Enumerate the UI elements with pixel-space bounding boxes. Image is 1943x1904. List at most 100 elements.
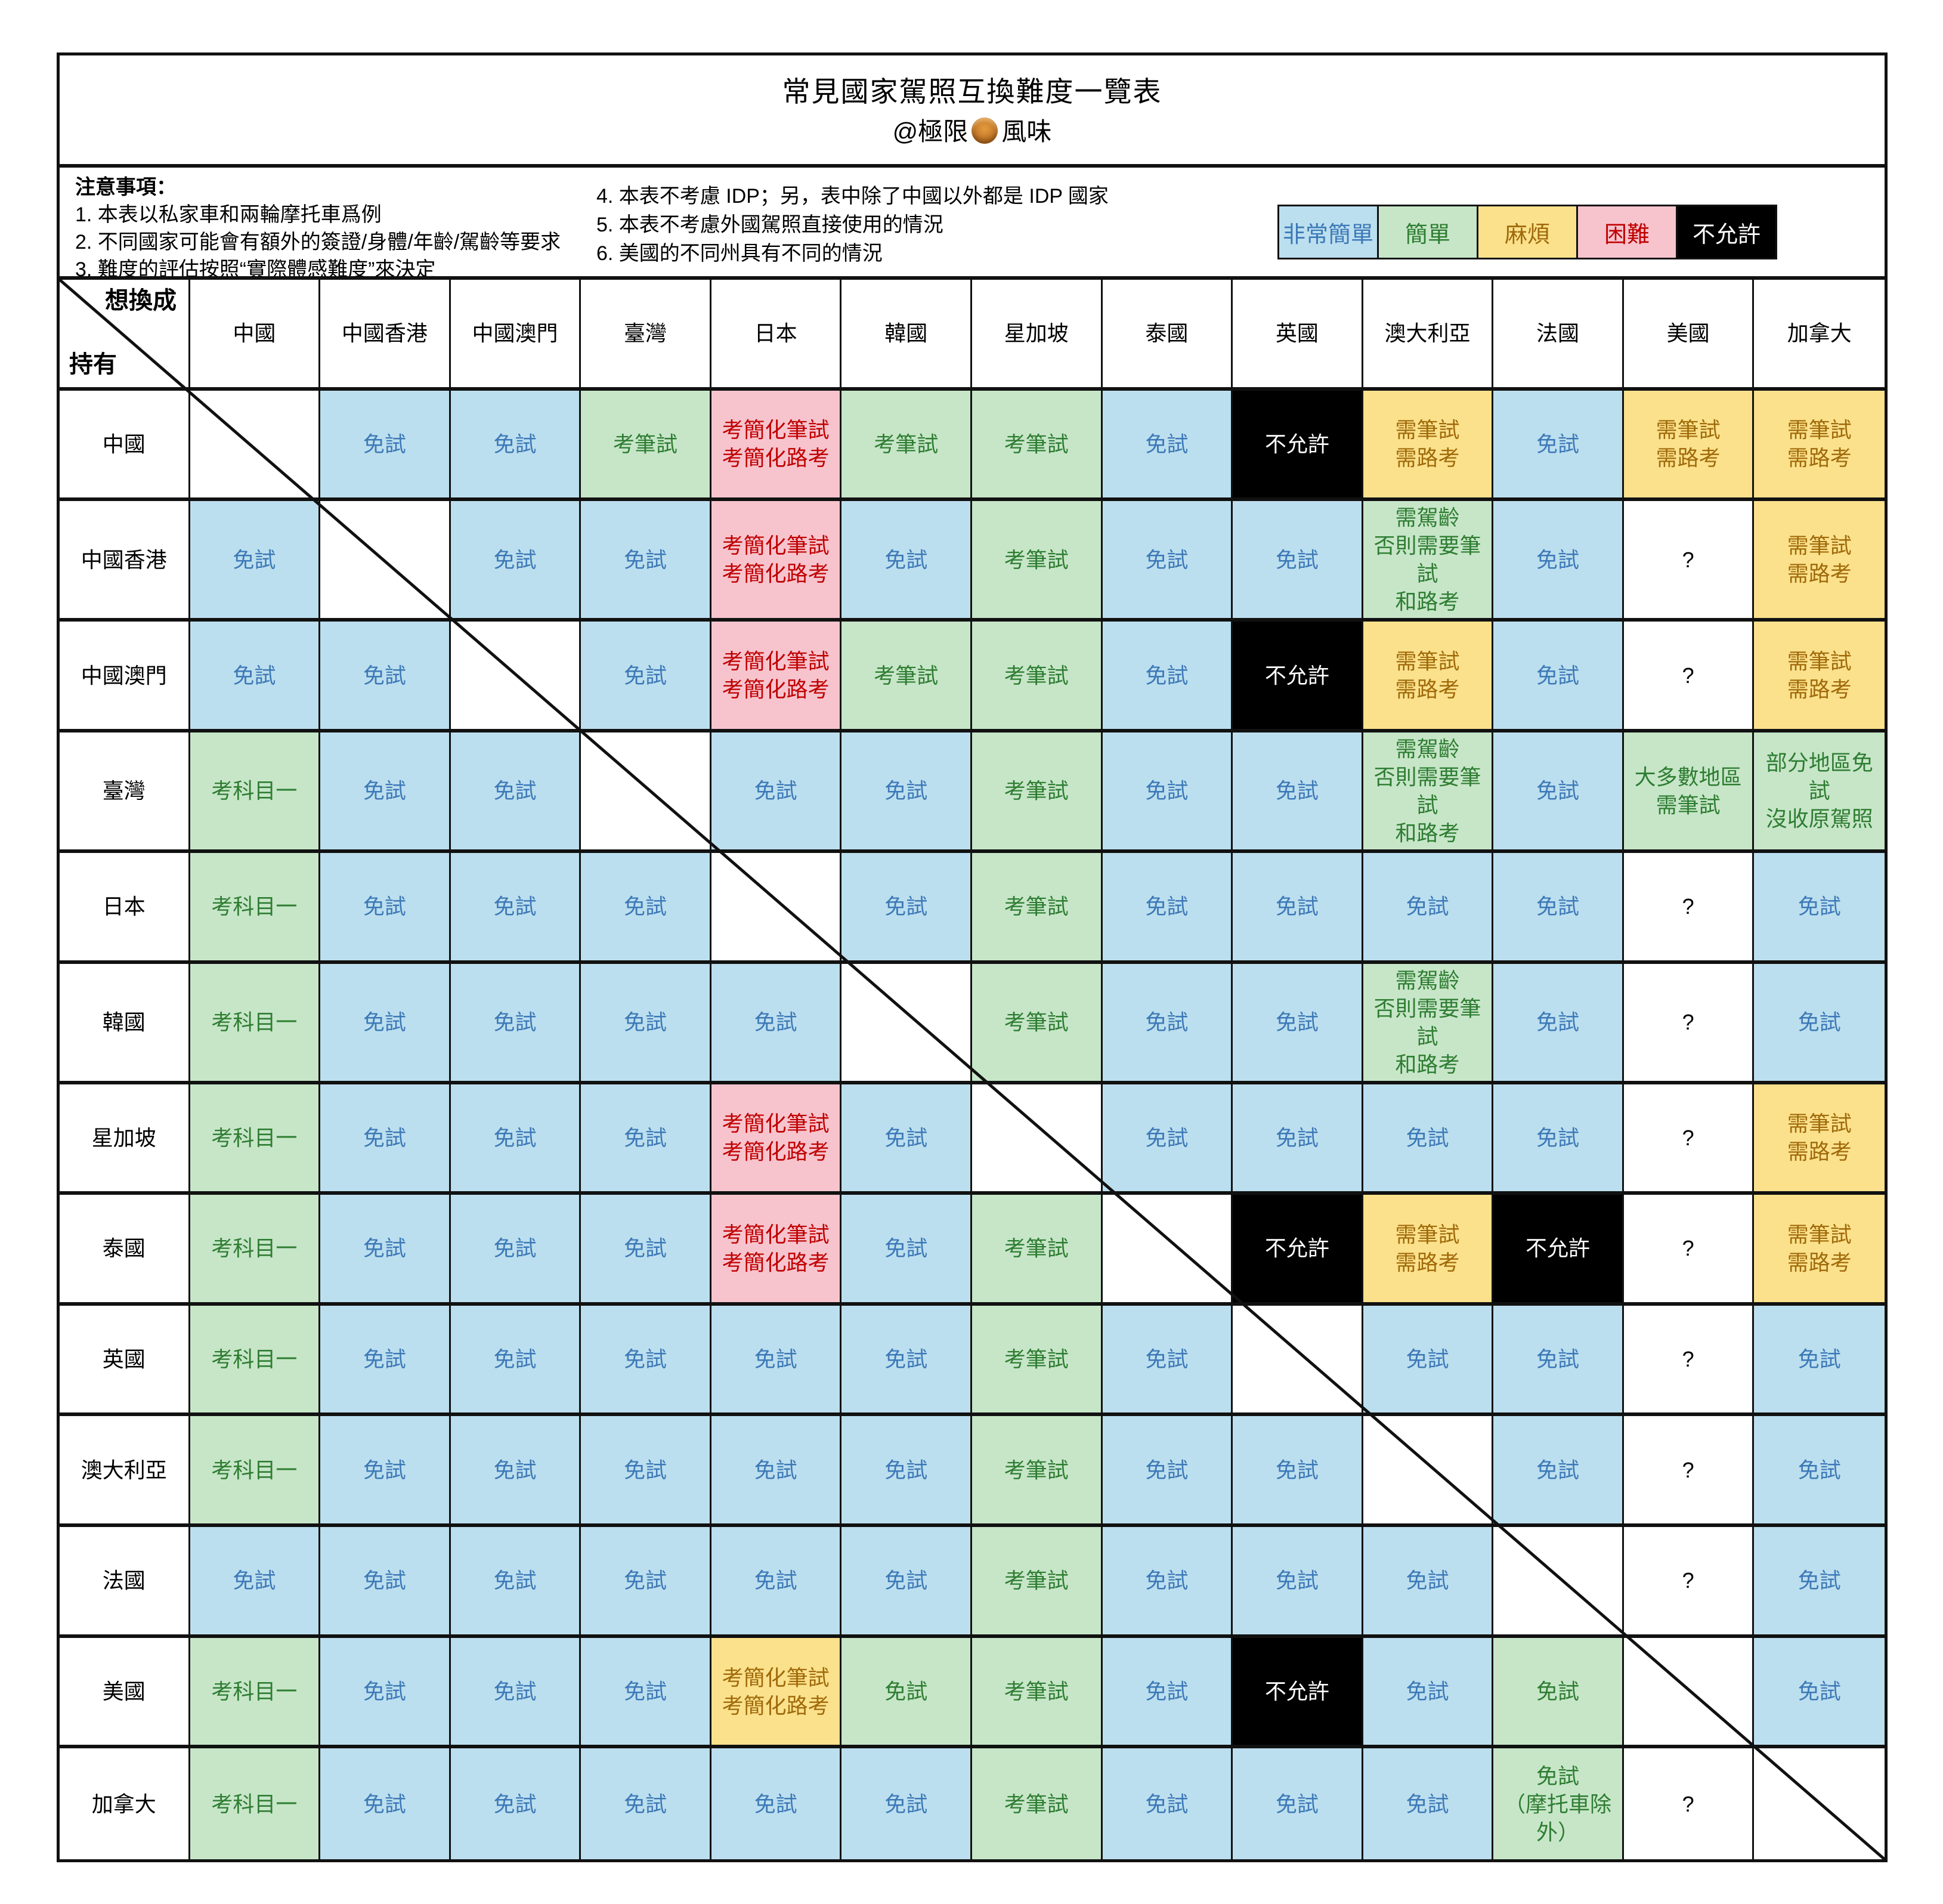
matrix-cell: 免試	[581, 1637, 711, 1749]
matrix-cell: 不允許	[1233, 390, 1363, 502]
matrix-cell: 免試	[450, 1416, 581, 1528]
matrix-cell: 免試	[1233, 732, 1363, 853]
matrix-cell-self	[711, 852, 842, 964]
col-header-5: 日本	[711, 280, 842, 391]
note-item: 4. 本表不考慮 IDP；另，表中除了中國以外都是 IDP 國家	[596, 185, 1109, 208]
matrix-cell: 免試	[1493, 1084, 1624, 1195]
matrix-cell: 免試	[581, 501, 711, 622]
matrix-cell: 考科目一	[190, 1416, 321, 1528]
legend-item-very-easy: 非常簡單	[1277, 205, 1379, 259]
matrix-cell: 大多數地區 需筆試	[1623, 732, 1755, 853]
matrix-cell-self	[1623, 1637, 1755, 1749]
matrix-cell: 需駕齡 否則需要筆試 和路考	[1363, 732, 1494, 853]
legend-item-hard: 困難	[1576, 205, 1678, 259]
row-header-4: 臺灣	[60, 732, 190, 853]
matrix-cell: 免試	[711, 1527, 842, 1638]
matrix-cell: ?	[1623, 1748, 1755, 1859]
matrix-cell: 需筆試 需路考	[1363, 1195, 1494, 1306]
matrix-cell: 需筆試 需路考	[1363, 390, 1494, 502]
matrix-cell: 免試	[1493, 622, 1624, 732]
matrix-cell: 免試	[1754, 1637, 1885, 1749]
matrix-cell: 考筆試	[972, 390, 1103, 502]
matrix-cell: 免試	[1102, 622, 1233, 732]
matrix-cell: ?	[1623, 1305, 1755, 1417]
matrix-cell: 考筆試	[972, 963, 1103, 1084]
matrix-cell: 免試	[1363, 1527, 1494, 1638]
matrix-cell: 免試	[581, 1416, 711, 1528]
matrix-cell-self	[841, 963, 972, 1084]
matrix-cell: 免試	[581, 1305, 711, 1417]
matrix-cell: 考筆試	[972, 1637, 1103, 1749]
page-subtitle: @極限 風味	[60, 112, 1885, 148]
matrix-cell: ?	[1623, 622, 1755, 732]
matrix-cell: 需駕齡 否則需要筆試 和路考	[1363, 501, 1494, 622]
corner-cell: 想換成 持有	[60, 280, 190, 391]
matrix-cell: 不允許	[1233, 1195, 1363, 1306]
matrix-cell: 考筆試	[972, 622, 1103, 732]
matrix-cell-self	[1754, 1748, 1885, 1859]
matrix-cell: 免試	[450, 1748, 581, 1859]
matrix-cell: 需筆試 需路考	[1754, 501, 1885, 622]
notes-right: 4. 本表不考慮 IDP；另，表中除了中國以外都是 IDP 國家 5. 本表不考…	[596, 182, 1109, 268]
exchange-difficulty-table: 想換成 持有 中國 中國香港 中國澳門 臺灣 日本 韓國 星加坡 泰國 英國 澳大利亞 法國 美國 加拿…	[60, 276, 1885, 1859]
matrix-cell: 免試	[841, 732, 972, 853]
matrix-cell: 考筆試	[972, 732, 1103, 853]
matrix-cell: 免試	[190, 1527, 321, 1638]
matrix-cell: 免試	[1363, 1305, 1494, 1417]
matrix-cell: 免試	[450, 1084, 581, 1195]
matrix-cell-self	[190, 390, 321, 502]
matrix-cell: 免試	[841, 1527, 972, 1638]
matrix-cell: 免試	[1233, 1416, 1363, 1528]
matrix-cell: 免試	[1493, 852, 1624, 964]
matrix-cell: 考筆試	[841, 622, 972, 732]
matrix-cell: 免試	[320, 390, 451, 502]
matrix-cell: 考簡化筆試 考簡化路考	[711, 1084, 842, 1195]
matrix-cell: 免試	[841, 852, 972, 964]
matrix-cell: 免試	[1493, 732, 1624, 853]
page-title: 常見國家駕照互換難度一覽表	[782, 76, 1162, 107]
matrix-cell-self	[450, 622, 581, 732]
matrix-cell: ?	[1623, 501, 1755, 622]
matrix-cell: 免試	[1493, 1637, 1624, 1749]
notes-left: 注意事項： 1. 本表以私家車和兩輪摩托車爲例 2. 不同國家可能會有額外的簽證…	[75, 174, 561, 283]
matrix-cell: 考筆試	[972, 1527, 1103, 1638]
matrix-cell: 免試	[1754, 852, 1885, 964]
col-header-8: 泰國	[1102, 280, 1233, 391]
matrix-cell: 免試	[450, 732, 581, 853]
matrix-cell: 免試	[1102, 1305, 1233, 1417]
matrix-cell: 免試	[841, 1084, 972, 1195]
matrix-cell: 免試	[320, 963, 451, 1084]
row-header-10: 澳大利亞	[60, 1416, 190, 1528]
matrix-cell: 免試	[1233, 501, 1363, 622]
matrix-cell: 需筆試 需路考	[1754, 1084, 1885, 1195]
matrix-cell: 免試	[1754, 963, 1885, 1084]
matrix-cell: 考簡化筆試 考簡化路考	[711, 501, 842, 622]
row-header-13: 加拿大	[60, 1748, 190, 1859]
matrix-cell: 免試	[841, 1195, 972, 1306]
matrix-cell: 免試 （摩托車除外）	[1493, 1748, 1624, 1859]
row-header-9: 英國	[60, 1305, 190, 1417]
matrix-cell: 考簡化筆試 考簡化路考	[711, 1195, 842, 1306]
matrix-cell: 考簡化筆試 考簡化路考	[711, 1637, 842, 1749]
matrix-cell: 不允許	[1233, 1637, 1363, 1749]
row-header-8: 泰國	[60, 1195, 190, 1306]
matrix-cell: 免試	[841, 1748, 972, 1859]
matrix-cell: 需筆試 需路考	[1754, 390, 1885, 502]
matrix-cell: 免試	[450, 390, 581, 502]
matrix-cell: 免試	[1233, 1527, 1363, 1638]
matrix-cell: 考科目一	[190, 1748, 321, 1859]
col-header-7: 星加坡	[972, 280, 1103, 391]
col-header-2: 中國香港	[320, 280, 451, 391]
legend: 非常簡單 簡單 麻煩 困難 不允許	[1277, 205, 1777, 259]
matrix-cell: 免試	[1102, 1084, 1233, 1195]
matrix-cell: 免試	[450, 1305, 581, 1417]
matrix-cell: 免試	[1493, 1416, 1624, 1528]
row-header-11: 法國	[60, 1527, 190, 1638]
sheet-frame: 常見國家駕照互換難度一覽表 @極限 風味 注意事項： 1. 本表以私家車和兩輪摩托…	[57, 52, 1888, 1862]
matrix-cell: 免試	[581, 963, 711, 1084]
matrix-cell: 免試	[711, 963, 842, 1084]
matrix-cell: 免試	[711, 1305, 842, 1417]
matrix-cell: 免試	[320, 622, 451, 732]
matrix-cell: 考科目一	[190, 1195, 321, 1306]
row-header-2: 中國香港	[60, 501, 190, 622]
